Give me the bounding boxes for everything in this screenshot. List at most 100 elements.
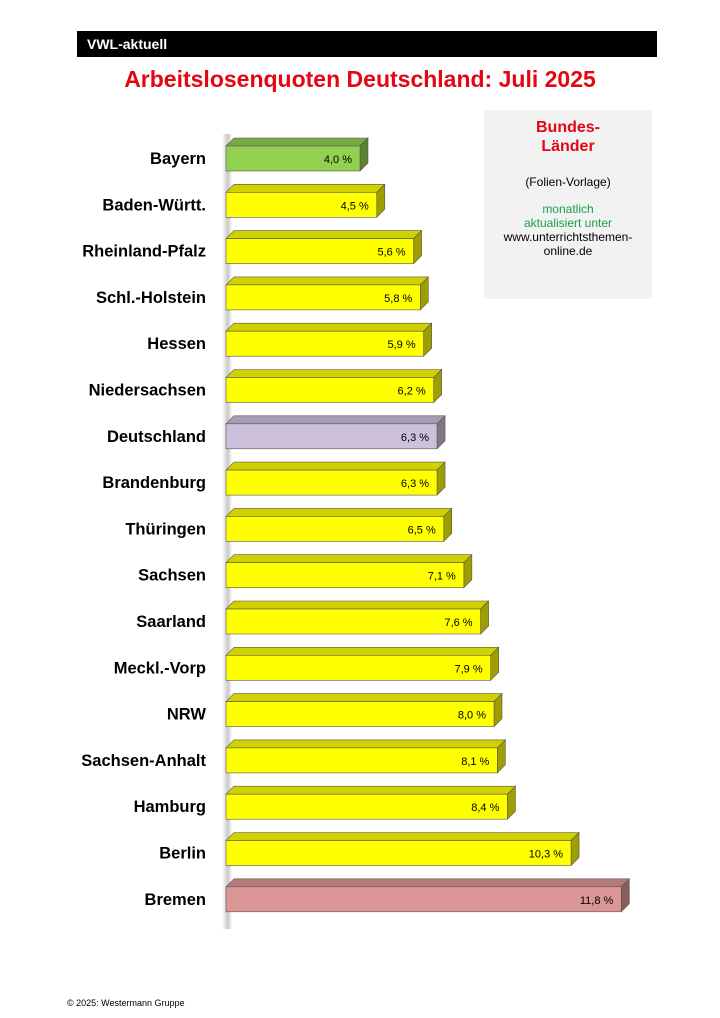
value-label: 7,6 % bbox=[444, 617, 472, 629]
info-title-line1: Bundes- bbox=[536, 119, 600, 136]
bar-group bbox=[225, 553, 473, 589]
bar-top-face bbox=[225, 646, 500, 656]
value-label: 6,5 % bbox=[408, 524, 436, 536]
value-label: 8,4 % bbox=[471, 802, 499, 814]
info-url-line1: www.unterrichtsthemen- bbox=[503, 230, 633, 244]
bar-top-face bbox=[225, 369, 443, 378]
bar-group bbox=[225, 415, 446, 450]
header-bar: VWL-aktuell bbox=[77, 31, 657, 57]
info-title-line2: Länder bbox=[541, 138, 595, 155]
bar-top-face bbox=[225, 461, 446, 471]
bar-group bbox=[225, 878, 631, 913]
bar-top-face bbox=[225, 878, 631, 888]
bar-top-face bbox=[225, 184, 386, 193]
bar bbox=[225, 330, 424, 357]
bar bbox=[225, 238, 414, 264]
bar bbox=[225, 886, 622, 913]
bar bbox=[225, 469, 438, 496]
category-label: Schl.-Holstein bbox=[96, 289, 206, 307]
bar-group bbox=[225, 368, 443, 404]
bar-group bbox=[225, 831, 580, 867]
bar-top-face bbox=[225, 415, 446, 425]
info-url: www.unterrichtsthemen- online.de bbox=[484, 230, 652, 258]
category-label: Baden-Württ. bbox=[102, 196, 206, 214]
header-label: VWL-aktuell bbox=[87, 36, 168, 52]
bar bbox=[225, 608, 481, 635]
bar bbox=[225, 516, 445, 542]
value-label: 6,3 % bbox=[401, 478, 429, 490]
info-note-line1: monatlich bbox=[542, 202, 594, 216]
category-label: Sachsen bbox=[138, 567, 206, 585]
bar-top-face bbox=[225, 508, 453, 517]
bar-group bbox=[225, 137, 369, 172]
category-label: Hamburg bbox=[134, 798, 206, 816]
bar bbox=[225, 747, 498, 774]
category-label: Hessen bbox=[147, 335, 206, 353]
bar-group bbox=[225, 600, 490, 635]
bar-top-face bbox=[225, 600, 490, 610]
value-label: 6,3 % bbox=[401, 432, 429, 444]
bar bbox=[225, 840, 572, 866]
category-label: Niedersachsen bbox=[89, 382, 206, 400]
bar-group bbox=[225, 692, 503, 728]
info-title: Bundes- Länder bbox=[484, 118, 652, 156]
bar-group bbox=[225, 785, 517, 820]
bar-group bbox=[225, 739, 507, 774]
category-label: Saarland bbox=[136, 613, 206, 631]
value-label: 6,2 % bbox=[398, 386, 426, 398]
category-label: Deutschland bbox=[107, 428, 206, 446]
bar-top-face bbox=[225, 832, 580, 841]
info-note-line2: aktualisiert unter bbox=[523, 216, 613, 230]
bar-top-face bbox=[225, 137, 369, 147]
value-label: 5,9 % bbox=[388, 339, 416, 351]
bar-top-face bbox=[225, 322, 433, 332]
info-url-line2: online.de bbox=[543, 244, 593, 258]
bar bbox=[225, 145, 361, 172]
bar bbox=[225, 793, 508, 820]
value-label: 4,5 % bbox=[341, 200, 369, 212]
bar-group bbox=[225, 507, 453, 543]
bar bbox=[225, 284, 421, 311]
bar-group bbox=[225, 183, 386, 219]
bar-top-face bbox=[225, 230, 423, 239]
bar-top-face bbox=[225, 739, 507, 749]
value-label: 8,1 % bbox=[461, 756, 489, 768]
category-label: Rheinland-Pfalz bbox=[82, 243, 206, 261]
bar-group bbox=[225, 646, 500, 682]
bar bbox=[225, 654, 491, 681]
category-label: Bayern bbox=[150, 150, 206, 168]
category-label: Bremen bbox=[145, 891, 206, 909]
bar bbox=[225, 423, 438, 450]
value-label: 7,1 % bbox=[428, 571, 456, 583]
footer-copyright: © 2025: Westermann Gruppe bbox=[67, 998, 185, 1008]
value-label: 10,3 % bbox=[529, 849, 563, 861]
value-label: 11,8 % bbox=[580, 895, 614, 907]
bar-top-face bbox=[225, 276, 430, 286]
category-label: Berlin bbox=[159, 845, 206, 863]
category-label: Sachsen-Anhalt bbox=[81, 752, 206, 770]
value-label: 7,9 % bbox=[455, 663, 483, 675]
value-label: 8,0 % bbox=[458, 710, 486, 722]
value-label: 5,6 % bbox=[377, 247, 405, 259]
page-title: Arbeitslosenquoten Deutschland: Juli 202… bbox=[124, 66, 596, 92]
bar-group bbox=[225, 322, 433, 357]
bar-top-face bbox=[225, 693, 503, 702]
info-note: monatlich aktualisiert unter bbox=[484, 202, 652, 230]
bar bbox=[225, 377, 434, 403]
info-box: Bundes- Länder (Folien-Vorlage) monatlic… bbox=[484, 110, 652, 299]
bar bbox=[225, 562, 465, 589]
bar-group bbox=[225, 276, 430, 311]
value-label: 4,0 % bbox=[324, 154, 352, 166]
category-label: NRW bbox=[167, 706, 207, 724]
value-label: 5,8 % bbox=[384, 293, 412, 305]
info-subtitle: (Folien-Vorlage) bbox=[525, 175, 611, 189]
bar-group bbox=[225, 461, 446, 496]
category-label: Meckl.-Vorp bbox=[114, 659, 206, 677]
bar bbox=[225, 701, 495, 727]
category-label: Brandenburg bbox=[102, 474, 206, 492]
bar-top-face bbox=[225, 554, 473, 564]
bar bbox=[225, 192, 378, 218]
category-label: Thüringen bbox=[125, 520, 206, 538]
bar-top-face bbox=[225, 785, 517, 795]
